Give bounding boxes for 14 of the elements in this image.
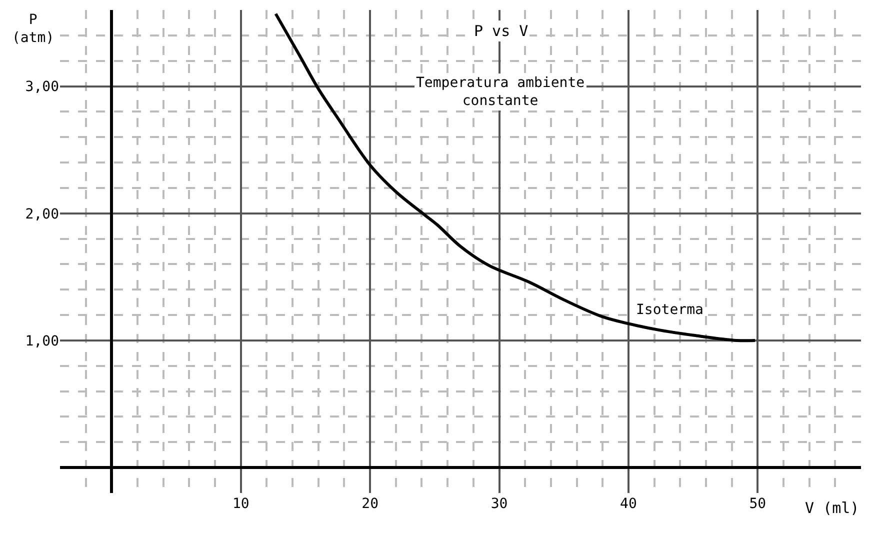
- x-tick-label: 20: [362, 496, 378, 512]
- x-tick-label: 40: [620, 496, 637, 512]
- text: P vs V: [474, 22, 528, 40]
- annotation: Isoterma: [636, 302, 704, 318]
- x-tick-label: 10: [232, 496, 250, 512]
- text: Temperatura ambiente constante: [416, 75, 585, 110]
- y-tick-label: 3,00: [25, 79, 59, 96]
- y-tick-label: 1,00: [25, 333, 59, 350]
- y-tick-label: 2,00: [25, 206, 59, 222]
- x-tick-label: 30: [490, 496, 508, 512]
- line-series: [274, 12, 757, 342]
- x-axis-title: V (ml): [805, 499, 860, 517]
- y-axis-title: P (atm): [12, 12, 54, 46]
- x-tick-label: 50: [749, 496, 766, 512]
